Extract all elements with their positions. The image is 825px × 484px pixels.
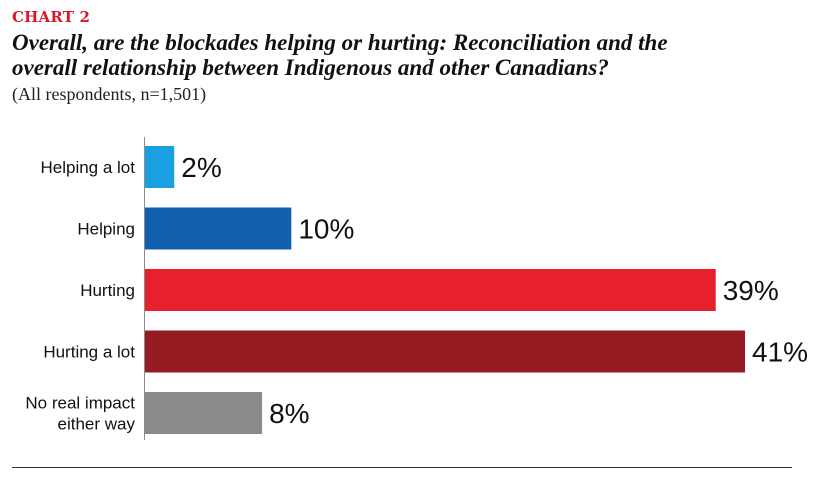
chart-title-line-1: Overall, are the blockades helping or hu… [12, 30, 668, 55]
value-label: 2% [181, 152, 221, 183]
bar [145, 207, 292, 250]
bottom-divider [12, 467, 792, 468]
value-label: 10% [298, 214, 354, 245]
chart-subtitle: (All respondents, n=1,501) [12, 84, 207, 104]
category-label: No real impact either way [25, 394, 135, 434]
chart-kicker: CHART 2 [12, 8, 91, 26]
category-label: Helping [77, 220, 135, 239]
bar [145, 146, 175, 188]
bar [145, 269, 716, 311]
category-label: Hurting [80, 281, 135, 300]
value-label: 39% [723, 275, 779, 306]
value-label: 8% [269, 398, 309, 429]
category-label: Helping a lot [40, 158, 135, 177]
bar [145, 330, 745, 373]
value-label: 41% [752, 337, 808, 368]
chart-title-line-2: overall relationship between Indigenous … [12, 55, 609, 80]
category-label: Hurting a lot [43, 343, 135, 362]
bar [145, 392, 263, 434]
chart-title: Overall, are the blockades helping or hu… [12, 30, 812, 80]
